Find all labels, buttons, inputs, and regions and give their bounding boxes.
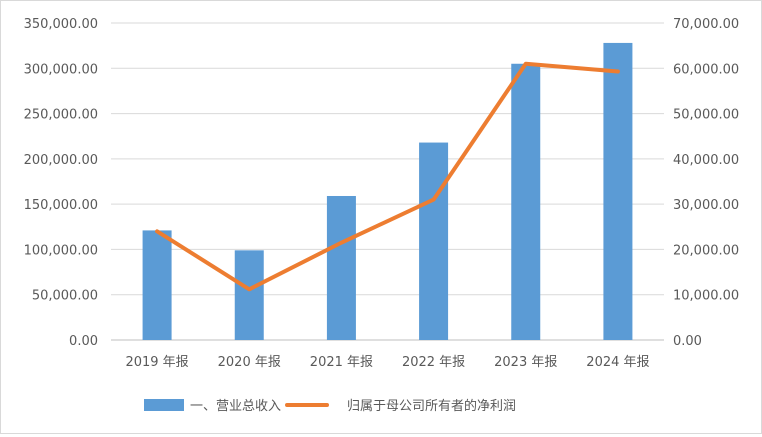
x-axis-category-labels: 2019 年报 2020 年报 2021 年报 2022 年报 2023 年报 2024 … — [125, 355, 649, 370]
revenue-bar — [234, 250, 264, 340]
x-axis-category-label: 2020 年报 — [218, 355, 281, 370]
left-axis-tick-labels: 0.00 50,000.00 100,000.00 150,000.00 200,000… — [24, 17, 98, 349]
right-axis-tick-label: 20,000.00 — [673, 243, 739, 258]
revenue-bar — [603, 42, 633, 340]
x-axis-category-label: 2021 年报 — [310, 355, 373, 370]
right-axis-tick-label: 30,000.00 — [673, 198, 739, 213]
net-profit-line-series — [155, 61, 620, 292]
revenue-bars — [142, 42, 633, 340]
left-axis-tick-label: 150,000.00 — [24, 198, 98, 213]
gridlines — [111, 22, 664, 341]
right-axis-tick-label: 60,000.00 — [673, 62, 739, 77]
x-axis-category-label: 2022 年报 — [402, 355, 465, 370]
left-axis-tick-label: 250,000.00 — [24, 108, 98, 123]
left-axis-tick-label: 50,000.00 — [32, 289, 98, 304]
left-axis-tick-label: 300,000.00 — [24, 62, 98, 77]
revenue-bar — [142, 230, 172, 340]
right-axis-tick-label: 70,000.00 — [673, 17, 739, 32]
legend-revenue-swatch — [144, 399, 184, 411]
legend: 一、营业总收入 归属于母公司所有者的净利润 — [144, 398, 516, 414]
revenue-bar — [511, 63, 541, 340]
revenue-bar — [326, 195, 356, 340]
left-axis-tick-label: 100,000.00 — [24, 243, 98, 258]
revenue-bar — [419, 142, 449, 340]
right-axis-tick-label: 40,000.00 — [673, 153, 739, 168]
right-axis-tick-labels: 0.00 10,000.00 20,000.00 30,000.00 40,000.00… — [673, 17, 739, 349]
right-axis-tick-label: 10,000.00 — [673, 289, 739, 304]
right-axis-tick-label: 0.00 — [673, 334, 702, 349]
right-axis-tick-label: 50,000.00 — [673, 108, 739, 123]
left-axis-tick-label: 200,000.00 — [24, 153, 98, 168]
left-axis-tick-label: 0.00 — [69, 334, 98, 349]
x-axis-category-label: 2024 年报 — [586, 355, 649, 370]
x-axis-category-label: 2023 年报 — [494, 355, 557, 370]
x-axis-category-label: 2019 年报 — [125, 355, 188, 370]
net-profit-line — [155, 61, 620, 292]
left-axis-tick-label: 350,000.00 — [24, 17, 98, 32]
legend-revenue-label: 一、营业总收入 — [190, 399, 281, 414]
legend-net-profit-label: 归属于母公司所有者的净利润 — [347, 398, 516, 414]
